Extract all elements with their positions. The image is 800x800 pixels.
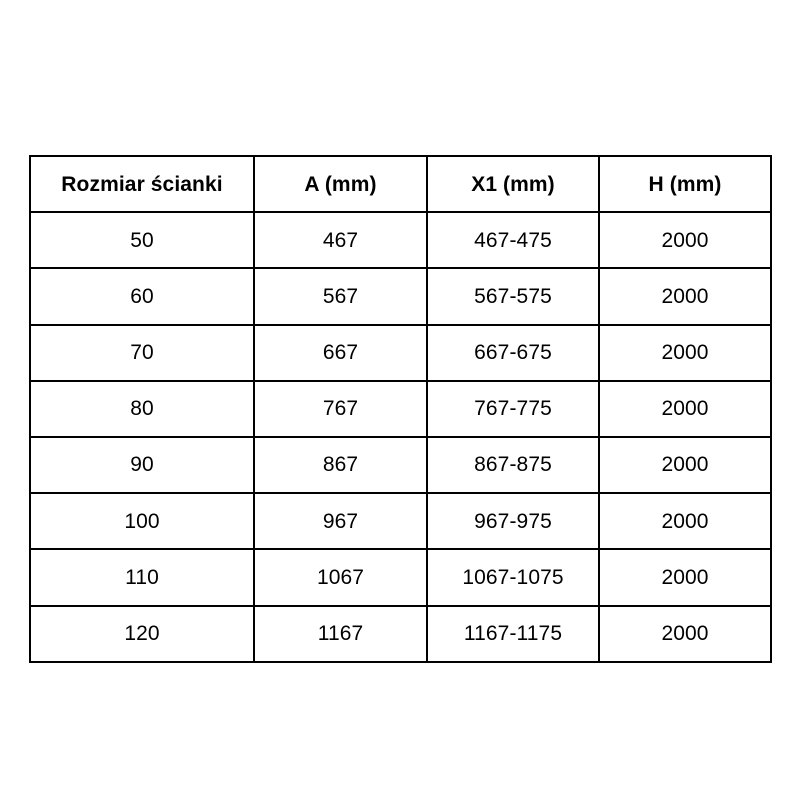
table-header: Rozmiar ścianki A (mm) X1 (mm) H (mm) bbox=[29, 154, 772, 214]
cell-size: 90 bbox=[29, 435, 255, 495]
cell-a: 667 bbox=[253, 323, 428, 382]
cell-a: 1067 bbox=[253, 548, 428, 607]
cell-h: 2000 bbox=[598, 267, 772, 326]
cell-h: 2000 bbox=[598, 435, 772, 495]
cell-x1: 967-975 bbox=[426, 492, 600, 551]
cell-size: 100 bbox=[29, 492, 255, 551]
table-row: 70 667 667-675 2000 bbox=[29, 323, 772, 382]
cell-x1: 467-475 bbox=[426, 211, 600, 270]
cell-size: 80 bbox=[29, 379, 255, 438]
column-header-a-mm: A (mm) bbox=[253, 154, 428, 214]
table-body: 50 467 467-475 2000 60 567 567-575 2000 70 667 667… bbox=[29, 211, 772, 663]
cell-size: 60 bbox=[29, 267, 255, 326]
cell-h: 2000 bbox=[598, 604, 772, 663]
cell-size: 120 bbox=[29, 604, 255, 663]
cell-a: 767 bbox=[253, 379, 428, 438]
table-row: 120 1167 1167-1175 2000 bbox=[29, 604, 772, 663]
cell-a: 467 bbox=[253, 211, 428, 270]
table-row: 80 767 767-775 2000 bbox=[29, 379, 772, 438]
cell-x1: 567-575 bbox=[426, 267, 600, 326]
cell-size: 70 bbox=[29, 323, 255, 382]
table-row: 90 867 867-875 2000 bbox=[29, 435, 772, 495]
table-row: 50 467 467-475 2000 bbox=[29, 211, 772, 270]
cell-x1: 667-675 bbox=[426, 323, 600, 382]
column-header-rozmiar-scianki: Rozmiar ścianki bbox=[29, 154, 255, 214]
table-row: 60 567 567-575 2000 bbox=[29, 267, 772, 326]
column-header-x1-mm: X1 (mm) bbox=[426, 154, 600, 214]
cell-size: 110 bbox=[29, 548, 255, 607]
shower-wall-dimensions-table: Rozmiar ścianki A (mm) X1 (mm) H (mm) 50… bbox=[29, 154, 772, 663]
cell-h: 2000 bbox=[598, 492, 772, 551]
cell-h: 2000 bbox=[598, 548, 772, 607]
cell-h: 2000 bbox=[598, 211, 772, 270]
cell-x1: 1167-1175 bbox=[426, 604, 600, 663]
cell-h: 2000 bbox=[598, 379, 772, 438]
column-header-h-mm: H (mm) bbox=[598, 154, 772, 214]
cell-h: 2000 bbox=[598, 323, 772, 382]
table-row: 110 1067 1067-1075 2000 bbox=[29, 548, 772, 607]
cell-size: 50 bbox=[29, 211, 255, 270]
cell-a: 867 bbox=[253, 435, 428, 495]
cell-a: 967 bbox=[253, 492, 428, 551]
cell-a: 1167 bbox=[253, 604, 428, 663]
cell-x1: 1067-1075 bbox=[426, 548, 600, 607]
table-header-row: Rozmiar ścianki A (mm) X1 (mm) H (mm) bbox=[29, 154, 772, 214]
cell-x1: 867-875 bbox=[426, 435, 600, 495]
table-row: 100 967 967-975 2000 bbox=[29, 492, 772, 551]
cell-x1: 767-775 bbox=[426, 379, 600, 438]
cell-a: 567 bbox=[253, 267, 428, 326]
